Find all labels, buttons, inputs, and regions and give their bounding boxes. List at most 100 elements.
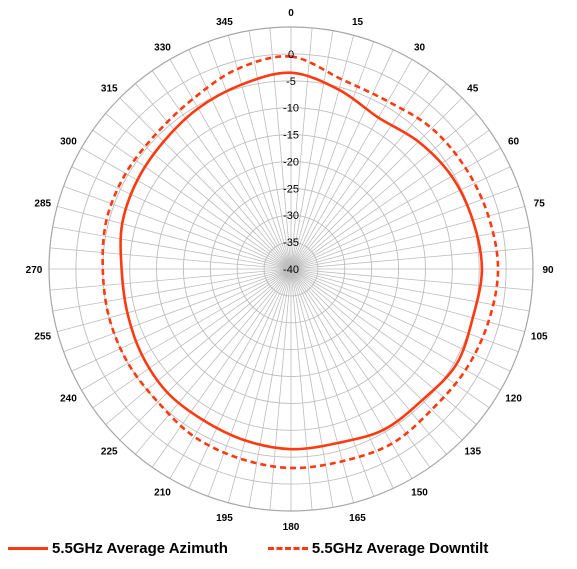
- grid-spoke: [119, 97, 292, 270]
- grid-spoke: [248, 268, 292, 508]
- grid-ring: [129, 107, 453, 431]
- grid-spoke: [63, 185, 292, 270]
- grid-spoke: [290, 226, 530, 270]
- grid-spoke: [92, 268, 292, 409]
- grid-spoke: [92, 129, 292, 270]
- legend: 5.5GHz Average Azimuth 5.5GHz Average Do…: [8, 533, 573, 563]
- grid-ring: [182, 160, 400, 378]
- grid-spoke: [290, 268, 334, 508]
- grid-spoke: [290, 268, 313, 511]
- grid-spoke: [49, 247, 292, 270]
- grid-spoke: [290, 268, 525, 333]
- grid-spoke: [290, 268, 463, 441]
- angle-tick-label: 315: [101, 83, 118, 94]
- grid-spoke: [290, 268, 511, 372]
- angle-tick-label: 150: [411, 488, 428, 499]
- angle-tick-label: 120: [505, 394, 522, 405]
- grid-spoke: [81, 147, 292, 270]
- grid-spoke: [290, 49, 394, 270]
- radial-tick-label: -25: [283, 183, 299, 195]
- angle-tick-label: 105: [531, 332, 548, 343]
- angle-tick-label: 180: [283, 522, 300, 533]
- grid-spoke: [63, 268, 292, 353]
- grid-spoke: [169, 59, 292, 270]
- angle-tick-label: 60: [508, 137, 520, 148]
- grid-spoke: [49, 268, 292, 291]
- angle-tick-label: 195: [216, 513, 233, 524]
- grid-spoke: [188, 268, 292, 489]
- angle-tick-label: 15: [352, 17, 364, 28]
- grid-spoke: [290, 205, 525, 270]
- radial-tick-label: -30: [283, 210, 299, 222]
- grid-spoke: [71, 166, 292, 270]
- legend-swatch-dashed: [267, 546, 308, 550]
- grid-spoke: [290, 268, 375, 497]
- grid-spoke: [290, 268, 519, 353]
- angle-tick-labels: 0 15 30 45 60 75 90 105 120 135 150 165 180 195 210 225…: [26, 8, 554, 533]
- angle-tick-label: 90: [542, 265, 554, 276]
- grid-spoke: [290, 166, 511, 270]
- grid-ring: [236, 214, 346, 324]
- angle-tick-label: 45: [467, 83, 479, 94]
- grid-spoke: [169, 268, 292, 479]
- radial-tick-label: -20: [283, 156, 299, 168]
- angle-tick-label: 240: [60, 394, 77, 405]
- angle-tick-label: 345: [216, 17, 233, 28]
- radial-tick-label: -15: [283, 130, 299, 142]
- radial-tick-label: -10: [283, 103, 299, 115]
- angle-tick-label: 165: [349, 513, 366, 524]
- grid-spoke: [227, 35, 292, 270]
- grid-spoke: [290, 268, 533, 291]
- radial-tick-label: -40: [283, 264, 299, 276]
- grid-spoke: [290, 268, 477, 425]
- grid-spoke: [290, 185, 519, 270]
- grid-spoke: [57, 268, 292, 333]
- radial-tick-label: 0: [288, 49, 294, 61]
- angle-tick-label: 225: [101, 447, 118, 458]
- grid-spoke: [52, 268, 292, 312]
- angle-tick-label: 0: [288, 8, 294, 19]
- angle-tick-label: 300: [60, 137, 77, 148]
- grid-spoke: [290, 30, 334, 270]
- series-layer: [101, 55, 500, 470]
- series-line-downtilt: [101, 55, 500, 470]
- legend-label-azimuth: 5.5GHz Average Azimuth: [52, 539, 228, 557]
- grid-spoke: [248, 30, 292, 270]
- angle-tick-label: 30: [414, 42, 426, 53]
- polar-chart: 0 -5 -10 -15 -20 -25 -30 -35 -40 0 15 30 45 60 75 90 10…: [26, 8, 554, 533]
- legend-label-downtilt: 5.5GHz Average Downtilt: [311, 539, 489, 557]
- grid-spoke: [290, 35, 355, 270]
- grid-spoke: [227, 268, 292, 503]
- grid-spoke: [188, 49, 292, 270]
- legend-item-azimuth: 5.5GHz Average Azimuth: [8, 540, 228, 557]
- grid-spoke: [290, 83, 447, 270]
- grid-spoke: [290, 268, 394, 489]
- series-line-azimuth: [119, 71, 484, 451]
- grid-spoke: [71, 268, 292, 372]
- angle-tick-label: 75: [534, 198, 546, 209]
- grid-ring: [48, 26, 534, 512]
- grid-spoke: [290, 268, 530, 312]
- grid-ring: [75, 53, 507, 485]
- grid-spoke: [207, 268, 292, 497]
- angle-tick-label: 210: [154, 488, 171, 499]
- legend-swatch-solid: [8, 546, 48, 550]
- polar-grid: [48, 26, 534, 512]
- grid-spoke: [151, 268, 292, 468]
- radial-tick-label: -35: [283, 237, 299, 249]
- grid-spoke: [52, 226, 292, 270]
- grid-spoke: [290, 59, 413, 270]
- grid-spoke: [57, 205, 292, 270]
- angle-tick-label: 285: [34, 198, 51, 209]
- grid-spoke: [290, 247, 533, 270]
- grid-spoke: [207, 41, 292, 270]
- grid-ring: [263, 241, 319, 297]
- grid-spoke: [105, 113, 292, 270]
- grid-spoke: [105, 268, 292, 425]
- grid-spoke: [290, 268, 447, 455]
- grid-spoke: [151, 70, 292, 270]
- grid-spoke: [290, 268, 355, 503]
- grid-spoke: [290, 27, 313, 270]
- angle-tick-label: 255: [34, 332, 51, 343]
- grid-spoke: [119, 268, 292, 441]
